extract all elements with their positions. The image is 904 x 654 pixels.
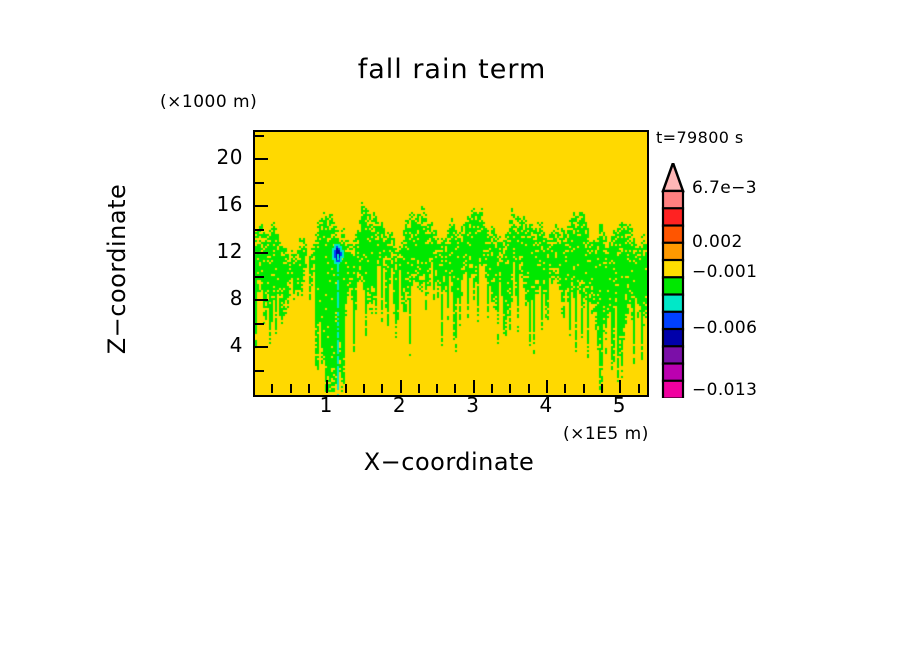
colorbar-arrow-cap bbox=[661, 163, 685, 193]
x-axis-tick bbox=[271, 384, 274, 393]
x-axis-tick-label: 1 bbox=[319, 393, 333, 417]
x-axis-tick bbox=[307, 384, 310, 393]
x-axis-tick bbox=[619, 380, 622, 393]
colorbar-band bbox=[661, 241, 685, 262]
y-axis-title: Z−coordinate bbox=[103, 183, 131, 355]
x-axis-tick-label: 5 bbox=[612, 393, 626, 417]
y-axis-tick bbox=[255, 158, 268, 161]
x-axis-tick bbox=[527, 384, 530, 393]
colorbar bbox=[660, 163, 780, 398]
x-axis-tick-label: 4 bbox=[539, 393, 553, 417]
y-axis-tick-label: 20 bbox=[216, 145, 243, 170]
colorbar-band bbox=[661, 379, 685, 398]
x-axis-tick-label: 3 bbox=[466, 393, 480, 417]
colorbar-band bbox=[661, 276, 685, 297]
y-axis-units-label: (×1000 m) bbox=[160, 92, 258, 112]
y-axis-tick-label: 4 bbox=[229, 333, 243, 358]
colorbar-band bbox=[661, 258, 685, 279]
x-axis-tick bbox=[564, 384, 567, 393]
x-axis-tick bbox=[509, 384, 512, 393]
x-axis-tick bbox=[472, 380, 475, 393]
y-axis-tick bbox=[255, 181, 264, 184]
y-axis-tick bbox=[255, 134, 264, 137]
colorbar-band bbox=[661, 310, 685, 331]
y-axis-tick bbox=[255, 369, 264, 372]
x-axis-units-label: (×1E5 m) bbox=[563, 424, 649, 444]
y-axis-tick bbox=[255, 322, 264, 325]
x-axis-tick bbox=[326, 380, 329, 393]
y-axis-tick bbox=[255, 252, 268, 255]
time-stamp-label: t=79800 s bbox=[656, 128, 744, 147]
colorbar-tick-label: −0.013 bbox=[692, 380, 758, 400]
y-axis-tick bbox=[255, 346, 268, 349]
colorbar-tick-label: 0.002 bbox=[692, 232, 743, 252]
colorbar-band bbox=[661, 327, 685, 348]
colorbar-tick-label: 6.7e−3 bbox=[692, 178, 757, 198]
x-axis-tick bbox=[601, 384, 604, 393]
x-axis-tick bbox=[582, 384, 585, 393]
colorbar-tick-label: −0.001 bbox=[692, 262, 758, 282]
plot-area bbox=[253, 130, 649, 397]
colorbar-band bbox=[661, 345, 685, 366]
x-axis-tick bbox=[436, 384, 439, 393]
x-axis-title: X−coordinate bbox=[363, 448, 535, 476]
x-axis-tick bbox=[399, 380, 402, 393]
x-axis-tick bbox=[344, 384, 347, 393]
x-axis-tick bbox=[546, 380, 549, 393]
colorbar-band bbox=[661, 207, 685, 228]
y-axis-tick-label: 8 bbox=[229, 286, 243, 311]
heatmap-canvas bbox=[255, 132, 647, 395]
colorbar-swatches bbox=[661, 163, 685, 398]
y-axis-tick bbox=[255, 299, 268, 302]
colorbar-tick-label: −0.006 bbox=[692, 318, 758, 338]
x-axis-tick-label: 2 bbox=[392, 393, 407, 417]
x-axis-tick bbox=[454, 384, 457, 393]
x-axis-tick bbox=[381, 384, 384, 393]
x-axis-tick bbox=[491, 384, 494, 393]
colorbar-band bbox=[661, 224, 685, 245]
y-axis-tick bbox=[255, 228, 264, 231]
y-axis-tick bbox=[255, 205, 268, 208]
x-axis-tick bbox=[637, 384, 640, 393]
x-axis-tick bbox=[289, 384, 292, 393]
y-axis-tick-label: 12 bbox=[216, 239, 243, 264]
colorbar-band bbox=[661, 362, 685, 383]
colorbar-band bbox=[661, 189, 685, 210]
y-axis-tick-label: 16 bbox=[216, 192, 243, 217]
chart-title: fall rain term bbox=[357, 54, 547, 85]
x-axis-tick bbox=[362, 384, 365, 393]
y-axis-tick bbox=[255, 275, 264, 278]
colorbar-band bbox=[661, 293, 685, 314]
x-axis-tick bbox=[417, 384, 420, 393]
